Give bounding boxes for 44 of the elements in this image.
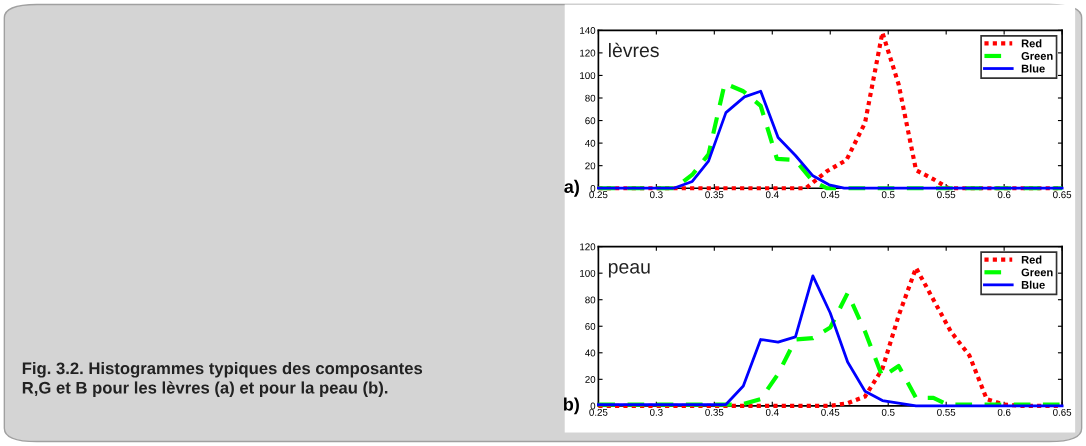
y-tick-label: 100 [580,269,596,277]
x-tick-label: 0.25 [589,191,608,199]
y-tick-label: 140 [580,27,596,34]
x-tick-label: 0.3 [649,408,663,416]
x-tick-label: 0.3 [649,191,663,199]
x-tick-label: 0.55 [937,191,956,199]
legend-label: Blue [1021,64,1045,73]
x-tick-label: 0.45 [821,408,840,416]
y-tick-label: 0 [590,402,596,410]
x-tick-label: 0.65 [1053,408,1072,416]
legend-label: Blue [1021,280,1045,289]
x-tick-label: 0.65 [1053,191,1072,199]
y-tick-label: 0 [590,184,596,192]
legend-label: Green [1021,268,1053,277]
y-tick-label: 60 [585,322,596,330]
y-tick-label: 20 [585,376,596,383]
legend-label: Red [1021,255,1042,264]
x-tick-label: 0.55 [937,408,956,416]
text: peau [608,263,650,278]
y-tick-label: 60 [585,117,596,125]
legend-label: Green [1021,52,1053,60]
y-tick-label: 80 [585,296,596,304]
legend-label: Red [1021,39,1042,48]
y-tick-label: 80 [585,94,596,102]
x-tick-label: 0.5 [881,191,895,199]
y-tick-label: 120 [580,243,596,251]
x-tick-label: 0.25 [589,408,608,416]
x-tick-label: 0.5 [881,408,895,416]
y-tick-label: 40 [585,139,596,147]
x-tick-label: 0.45 [821,191,840,199]
text: a) [564,179,579,197]
x-tick-label: 0.35 [705,408,724,416]
y-tick-label: 40 [585,349,596,357]
y-tick-label: 20 [585,162,596,170]
y-tick-label: 120 [580,49,596,57]
x-tick-label: 0.35 [705,191,724,199]
text: lèvres [608,42,659,58]
x-tick-label: 0.4 [765,408,779,416]
y-tick-label: 100 [580,72,596,80]
text: b) [563,397,579,415]
x-tick-label: 0.6 [997,191,1011,199]
x-tick-label: 0.4 [765,191,779,199]
caption: Fig. 3.2. Histogrammes typiques des composantes R,G et B pour les lèvres (a) et pour la peau (b). [22,361,423,397]
x-tick-label: 0.6 [997,408,1011,416]
